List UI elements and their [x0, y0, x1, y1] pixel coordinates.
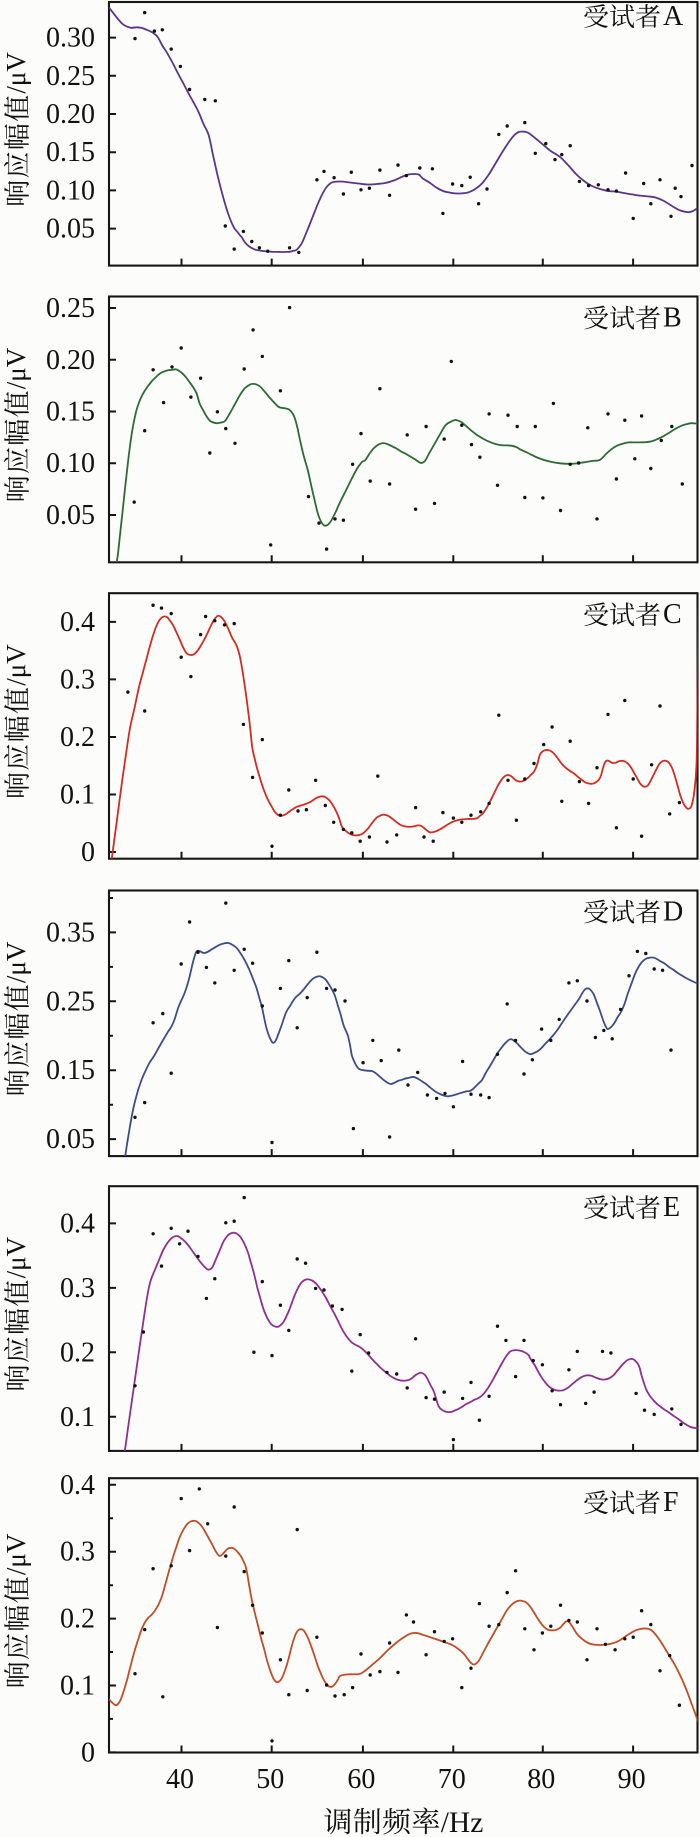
svg-text:0.10: 0.10: [46, 448, 95, 479]
svg-text:0: 0: [81, 1737, 95, 1768]
svg-text:E: E: [663, 1192, 680, 1223]
svg-text:0: 0: [81, 837, 95, 868]
svg-text:/μV: /μV: [1, 1533, 31, 1575]
svg-text:0.35: 0.35: [46, 917, 95, 948]
svg-text:/μV: /μV: [1, 941, 31, 983]
svg-text:0.15: 0.15: [46, 137, 95, 168]
svg-text:0.25: 0.25: [46, 986, 95, 1017]
svg-text:/μV: /μV: [1, 644, 31, 686]
svg-text:0.1: 0.1: [60, 1402, 95, 1433]
svg-text:0.25: 0.25: [46, 293, 95, 324]
svg-text:0.05: 0.05: [46, 500, 95, 531]
svg-text:A: A: [663, 1, 684, 32]
svg-text:0.05: 0.05: [46, 214, 95, 245]
svg-text:0.2: 0.2: [60, 722, 95, 753]
svg-text:0.2: 0.2: [60, 1604, 95, 1635]
svg-text:0.2: 0.2: [60, 1337, 95, 1368]
svg-text:0.15: 0.15: [46, 397, 95, 428]
svg-text:0.3: 0.3: [60, 1537, 95, 1568]
svg-text:0.4: 0.4: [60, 1470, 95, 1501]
svg-text:0.25: 0.25: [46, 61, 95, 92]
svg-text:70: 70: [438, 1764, 466, 1795]
svg-text:0.1: 0.1: [60, 780, 95, 811]
svg-text:0.05: 0.05: [46, 1124, 95, 1155]
svg-text:60: 60: [347, 1764, 375, 1795]
svg-text:0.20: 0.20: [46, 345, 95, 376]
svg-text:B: B: [663, 303, 682, 334]
svg-text:0.30: 0.30: [46, 23, 95, 54]
svg-text:/μV: /μV: [1, 1236, 31, 1278]
svg-text:0.3: 0.3: [60, 664, 95, 695]
svg-text:50: 50: [256, 1764, 284, 1795]
svg-text:D: D: [663, 897, 683, 928]
svg-text:0.20: 0.20: [46, 99, 95, 130]
svg-text:0.3: 0.3: [60, 1273, 95, 1304]
svg-text:/μV: /μV: [1, 52, 31, 94]
svg-text:90: 90: [618, 1764, 646, 1795]
svg-text:0.15: 0.15: [46, 1055, 95, 1086]
svg-text:/μV: /μV: [1, 347, 31, 389]
svg-text:C: C: [663, 599, 682, 630]
svg-text:0.4: 0.4: [60, 607, 95, 638]
svg-text:0.10: 0.10: [46, 175, 95, 206]
svg-text:40: 40: [166, 1764, 194, 1795]
svg-text:F: F: [663, 1487, 679, 1518]
svg-text:0.1: 0.1: [60, 1671, 95, 1702]
svg-text:/Hz: /Hz: [441, 1807, 484, 1837]
svg-text:80: 80: [527, 1764, 555, 1795]
svg-text:0.4: 0.4: [60, 1208, 95, 1239]
